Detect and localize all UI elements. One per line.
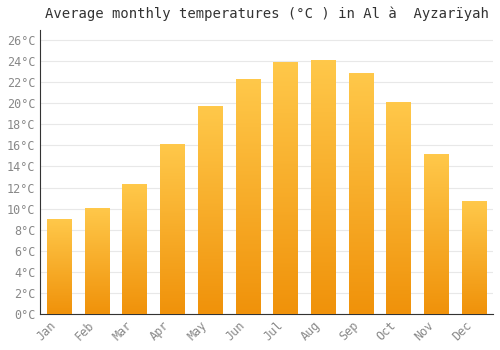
Title: Average monthly temperatures (°C ) in Al à  Ayzarïyah: Average monthly temperatures (°C ) in Al…	[44, 7, 488, 21]
